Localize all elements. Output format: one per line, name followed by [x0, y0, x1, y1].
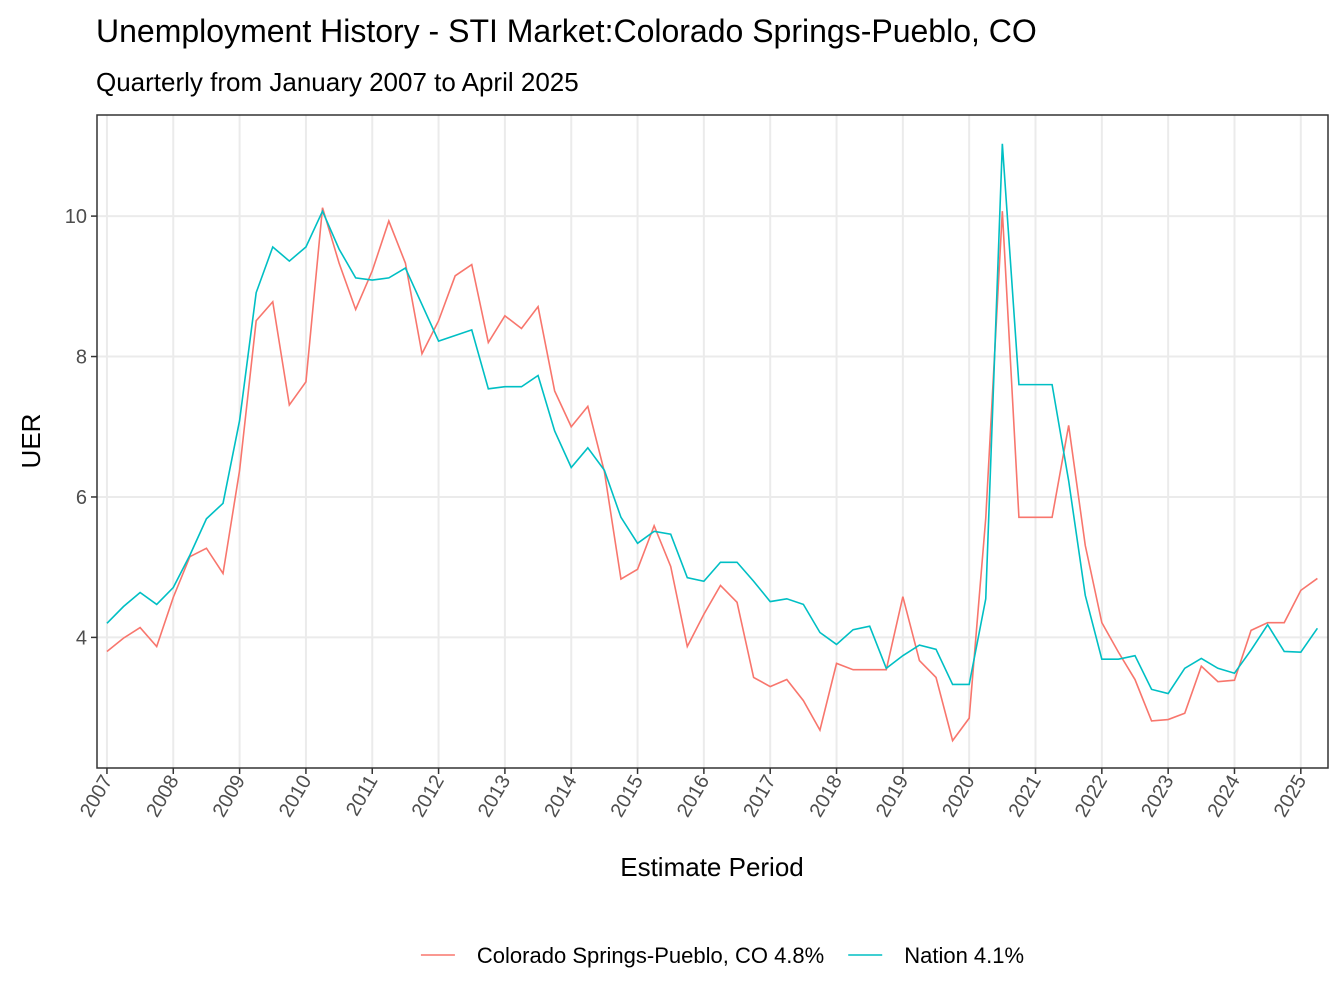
x-tick-label: 2021: [1005, 772, 1046, 822]
x-tick-label: 2019: [872, 772, 913, 822]
legend-label: Colorado Springs-Pueblo, CO 4.8%: [477, 943, 824, 968]
plot-background: [97, 115, 1328, 768]
x-tick-label: 2013: [474, 772, 515, 822]
chart-title: Unemployment History - STI Market:Colora…: [96, 13, 1037, 49]
y-tick-label: 10: [65, 206, 87, 228]
y-tick-label: 4: [76, 627, 87, 649]
x-tick-label: 2011: [342, 772, 383, 820]
x-tick-label: 2012: [408, 772, 449, 822]
legend-item: Colorado Springs-Pueblo, CO 4.8%: [420, 943, 824, 968]
legend: Colorado Springs-Pueblo, CO 4.8% Nation 4…: [420, 943, 1024, 968]
x-tick-label: 2024: [1204, 772, 1245, 822]
y-tick-label: 6: [76, 487, 87, 509]
y-tick-label: 8: [76, 347, 87, 369]
x-tick-label: 2020: [938, 772, 979, 822]
x-tick-label: 2025: [1270, 772, 1311, 822]
legend-item: Nation 4.1%: [848, 943, 1024, 968]
plot-border: [96, 114, 1329, 769]
x-tick-label: 2008: [142, 772, 183, 822]
x-tick-label: 2015: [607, 772, 648, 822]
legend-label: Nation 4.1%: [904, 943, 1024, 968]
x-tick-label: 2014: [540, 772, 581, 822]
x-tick-label: 2023: [1137, 772, 1178, 822]
x-tick-label: 2018: [806, 772, 847, 822]
x-tick-label: 2009: [209, 772, 250, 822]
x-axis-title: Estimate Period: [620, 852, 804, 882]
x-tick-label: 2007: [76, 772, 117, 822]
chart-subtitle: Quarterly from January 2007 to April 202…: [96, 67, 579, 97]
x-tick-label: 2016: [673, 772, 714, 822]
x-tick-label: 2010: [275, 772, 316, 822]
series-line: [106, 207, 1318, 743]
y-axis-title: UER: [16, 414, 46, 469]
x-tick-label: 2022: [1071, 772, 1112, 822]
x-tick-label: 2017: [739, 772, 780, 822]
series-line: [106, 143, 1319, 695]
